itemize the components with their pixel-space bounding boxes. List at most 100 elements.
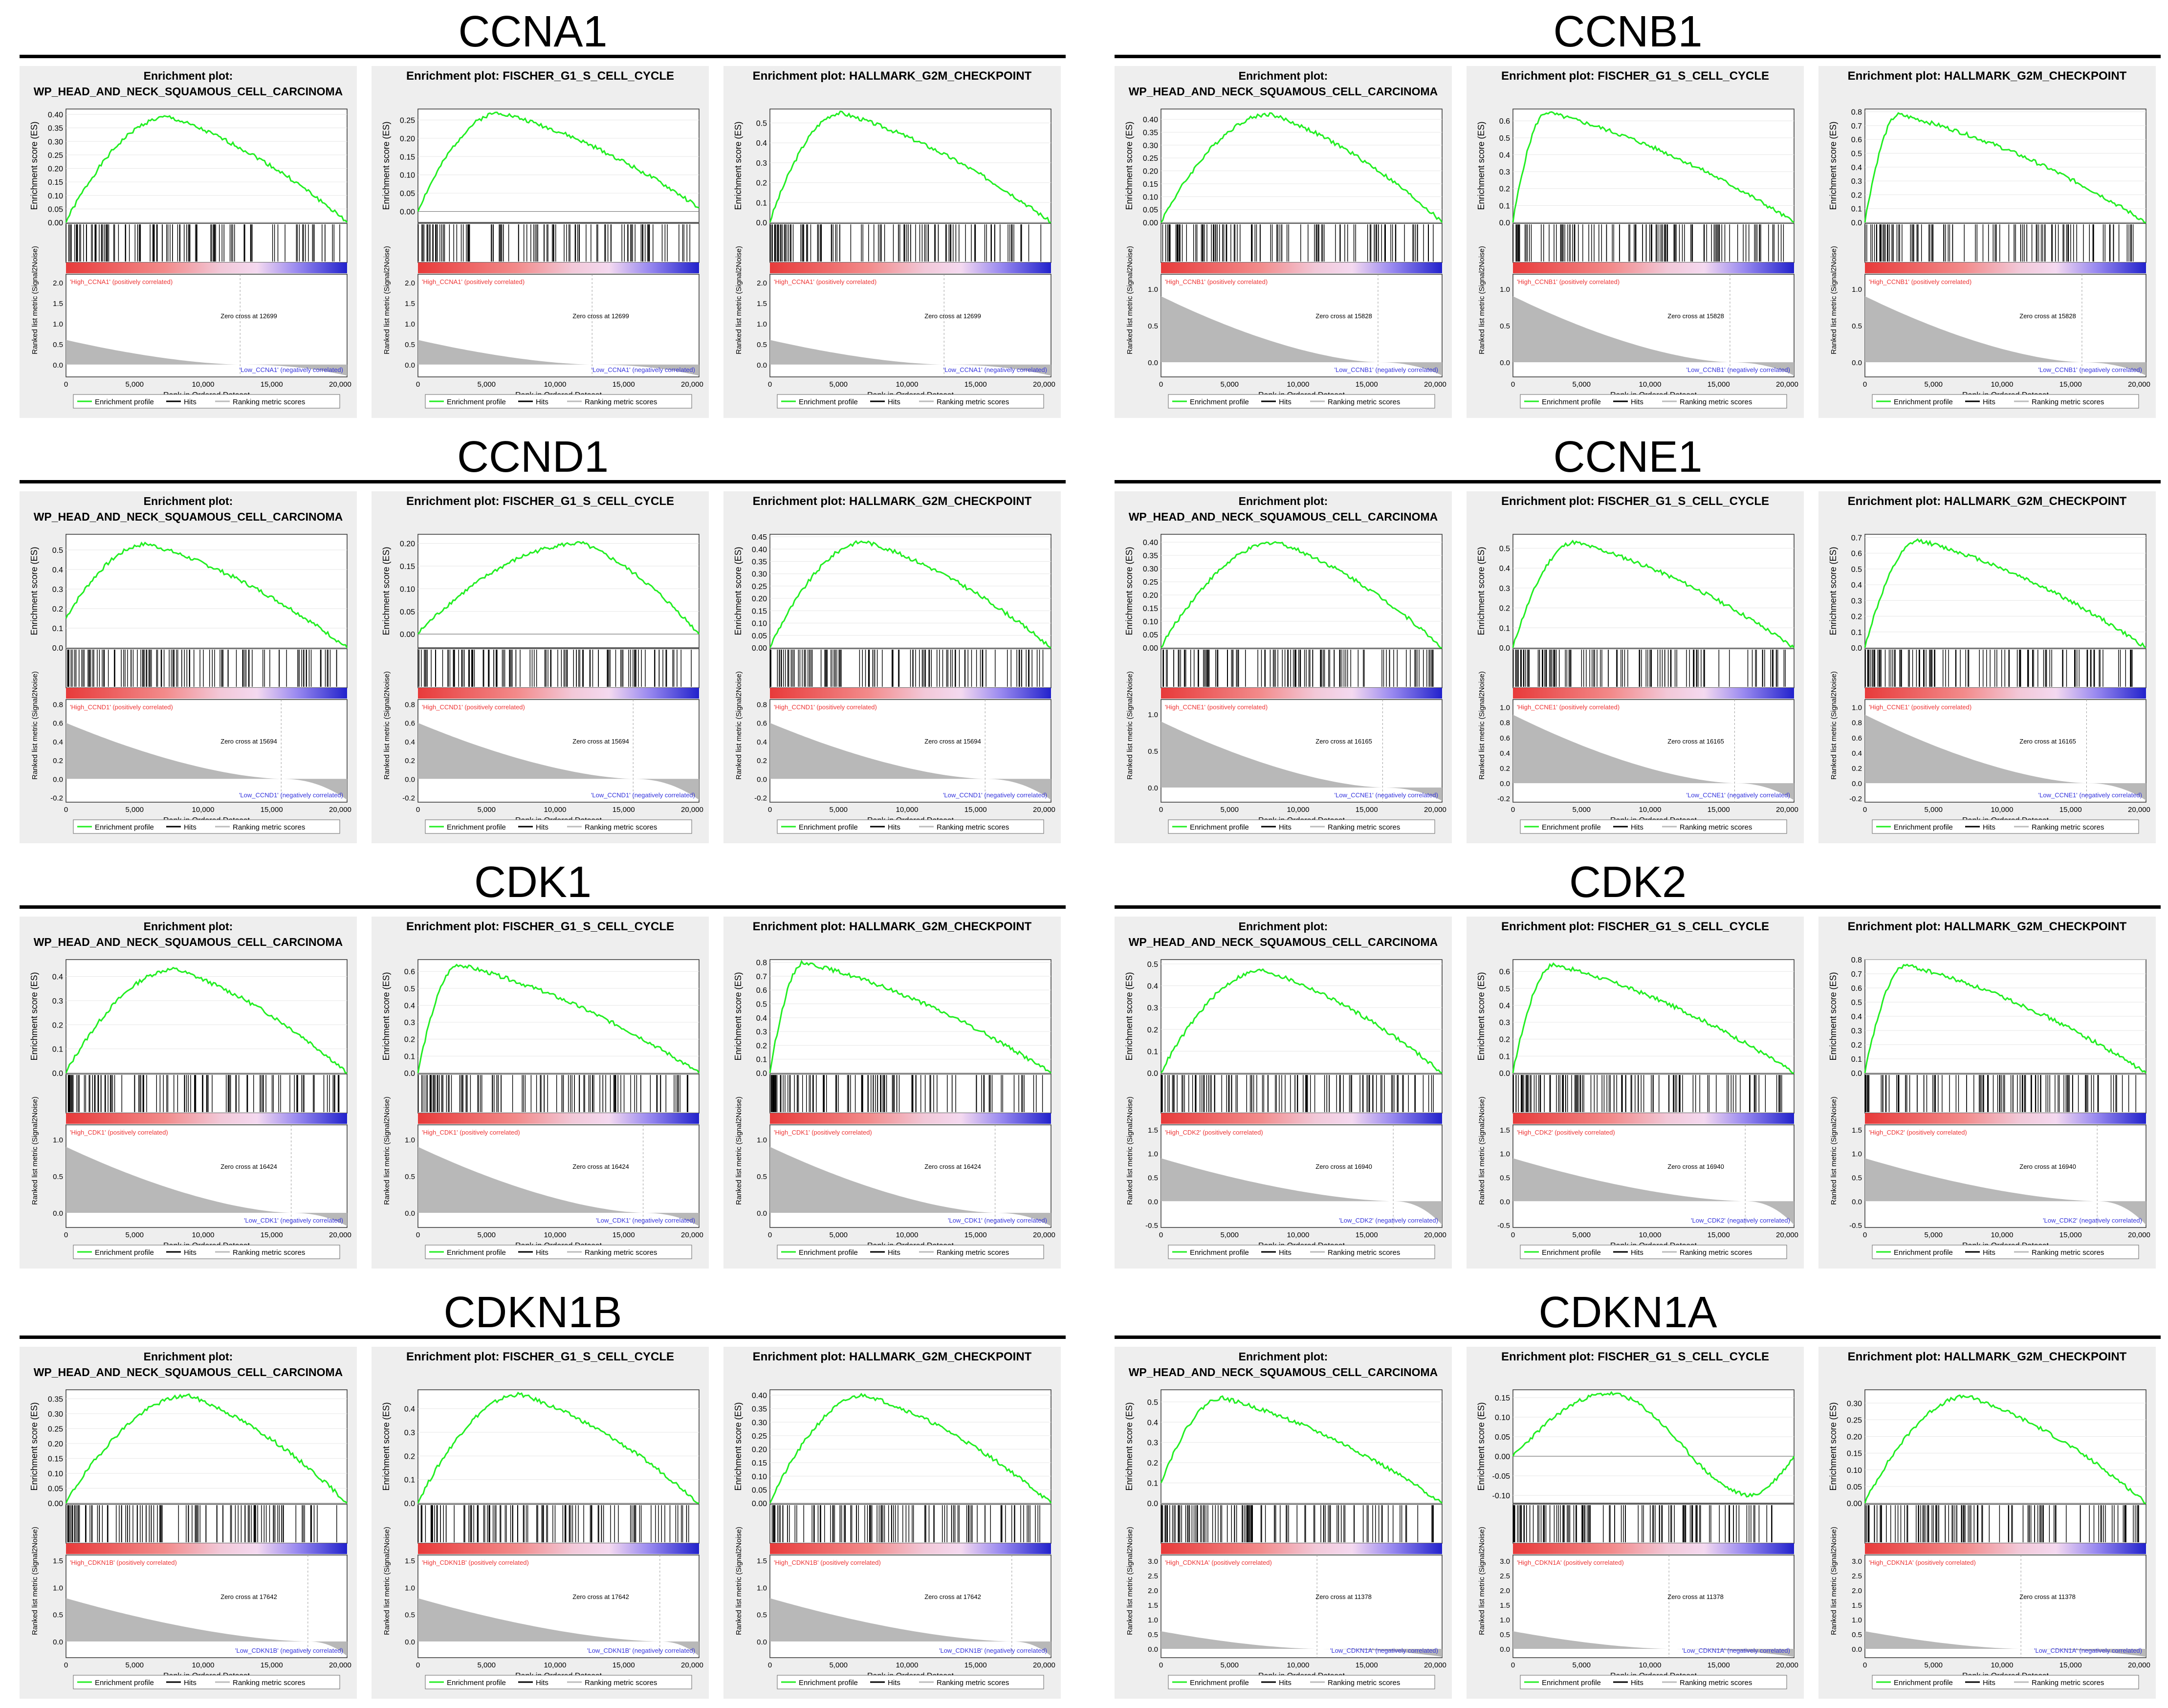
enrichment-profile-line: [1512, 962, 1794, 1074]
hits-group: [67, 650, 337, 687]
es-tick-label: 0.0: [1147, 1070, 1158, 1078]
correlation-color-bar: [66, 1113, 347, 1124]
metric-tick-label: 1.5: [757, 1557, 767, 1565]
high-phenotype-label: 'High_CCND1' (positively correlated): [774, 703, 877, 711]
plot-title: WP_HEAD_AND_NECK_SQUAMOUS_CELL_CARCINOMA: [1129, 85, 1438, 98]
metric-tick-label: 1.5: [405, 1557, 415, 1565]
es-tick-label: 0.3: [756, 1028, 767, 1036]
es-tick-label: 0.1: [1851, 629, 1862, 637]
es-tick-label: 0.00: [1143, 644, 1158, 653]
legend-label: Ranking metric scores: [585, 823, 657, 832]
legend-label: Ranking metric scores: [937, 398, 1009, 406]
high-phenotype-label: 'High_CCNE1' (positively correlated): [1165, 703, 1268, 711]
legend-label: Hits: [888, 1679, 900, 1687]
zero-cross-label: Zero cross at 17642: [572, 1593, 629, 1600]
es-tick-label: 0.25: [1143, 154, 1158, 163]
es-tick-label: 0.4: [1851, 164, 1862, 172]
zero-cross-label: Zero cross at 16940: [2019, 1163, 2076, 1170]
x-tick-label: 0: [64, 806, 68, 814]
zero-cross-label: Zero cross at 12699: [572, 312, 629, 320]
metric-tick-label: 1.0: [757, 1584, 767, 1592]
legend-label: Hits: [184, 398, 197, 406]
metric-axis-label: Ranked list metric (Signal2Noise): [1830, 246, 1838, 354]
x-tick-label: 5,000: [125, 806, 144, 814]
es-tick-label: 0.4: [52, 973, 63, 982]
hits-frame: [66, 223, 348, 263]
metric-tick-label: 0.0: [1500, 780, 1510, 788]
es-tick-label: 0.40: [1143, 539, 1158, 547]
hits-group: [1162, 650, 1434, 687]
es-axis-label: Enrichment score (ES): [1476, 1402, 1486, 1490]
es-tick-label: 0.00: [1143, 219, 1158, 227]
metric-tick-label: 2.0: [1852, 1587, 1862, 1595]
es-tick-label: 0.5: [1851, 566, 1862, 574]
es-axis-label: Enrichment score (ES): [1828, 972, 1838, 1060]
metric-plot-frame: [417, 1555, 700, 1658]
enrichment-plot: Enrichment plot: HALLMARK_G2M_CHECKPOINT…: [1818, 66, 2156, 418]
es-axis-label: Enrichment score (ES): [733, 547, 743, 635]
metric-tick-label: 0.5: [757, 1173, 767, 1181]
legend-box: [425, 1675, 692, 1689]
es-tick-label: 0.3: [1499, 168, 1510, 176]
es-tick-label: 0.4: [1851, 1013, 1862, 1021]
metric-tick-label: 1.5: [53, 300, 63, 308]
x-tick-label: 0: [768, 1231, 772, 1239]
es-tick-label: 0.5: [756, 1001, 767, 1009]
zero-cross-label: Zero cross at 11378: [2019, 1593, 2076, 1600]
es-tick-label: 0.3: [1851, 1027, 1862, 1035]
ranking-metric-area: [1513, 1631, 1794, 1657]
x-tick-label: 0: [1863, 380, 1867, 389]
x-tick-label: 10,000: [1639, 806, 1662, 814]
legend-label: Ranking metric scores: [1328, 398, 1400, 406]
es-tick-label: 0.1: [1851, 1055, 1862, 1064]
hits-group: [1513, 1505, 1773, 1542]
low-phenotype-label: 'Low_CCNA1' (negatively correlated): [943, 366, 1047, 373]
legend-label: Enrichment profile: [1542, 823, 1601, 832]
metric-axis-label: Ranked list metric (Signal2Noise): [1126, 1096, 1134, 1205]
legend-box: [425, 819, 692, 834]
legend-label: Enrichment profile: [799, 1248, 858, 1257]
metric-tick-label: 0.5: [1852, 322, 1862, 330]
low-phenotype-label: 'Low_CCNB1' (negatively correlated): [1686, 366, 1790, 373]
enrichment-plot: Enrichment plot: WP_HEAD_AND_NECK_SQUAMOU…: [20, 491, 357, 843]
es-tick-label: 0.4: [1147, 983, 1158, 991]
es-tick-label: 0.10: [400, 172, 415, 180]
x-tick-label: 15,000: [261, 806, 283, 814]
metric-tick-label: 2.0: [757, 279, 767, 287]
metric-tick-label: 0.5: [1500, 322, 1510, 330]
zero-cross-label: Zero cross at 16165: [1667, 738, 1724, 745]
es-plot-frame: [66, 1389, 348, 1504]
high-phenotype-label: 'High_CCND1' (positively correlated): [70, 703, 173, 711]
enrichment-plot: Enrichment plot: FISCHER_G1_S_CELL_CYCLE…: [1467, 491, 1804, 843]
metric-tick-label: 0.0: [1148, 1645, 1158, 1654]
x-tick-label: 0: [768, 380, 772, 389]
hits-frame: [1512, 223, 1795, 263]
ranking-metric-area: [1513, 715, 1794, 801]
es-axis-label: Enrichment score (ES): [381, 1402, 391, 1490]
correlation-color-bar: [770, 1113, 1051, 1124]
es-tick-label: 0.3: [1851, 177, 1862, 186]
zero-cross-label: Zero cross at 16940: [1667, 1163, 1724, 1170]
x-tick-label: 20,000: [2128, 806, 2150, 814]
legend-label: Enrichment profile: [95, 1679, 154, 1687]
x-tick-label: 20,000: [1424, 1231, 1446, 1239]
es-tick-label: 0.20: [1143, 591, 1158, 600]
legend-box: [1168, 1245, 1435, 1259]
plot-title: Enrichment plot: HALLMARK_G2M_CHECKPOINT: [753, 1350, 1032, 1363]
legend-label: Hits: [536, 1679, 548, 1687]
es-tick-label: 0.8: [1851, 956, 1862, 964]
metric-tick-label: 0.8: [1500, 719, 1510, 727]
hits-frame: [1864, 223, 2146, 263]
metric-axis-label: Ranked list metric (Signal2Noise): [1478, 1527, 1486, 1635]
metric-tick-label: -0.5: [1145, 1222, 1158, 1230]
x-tick-label: 0: [1159, 380, 1163, 389]
high-phenotype-label: 'High_CCNB1' (positively correlated): [1517, 278, 1620, 285]
es-tick-label: -0.05: [1492, 1472, 1511, 1481]
x-tick-label: 10,000: [192, 806, 215, 814]
hits-group: [769, 224, 1041, 262]
legend-label: Enrichment profile: [1542, 398, 1601, 406]
correlation-color-bar: [1161, 688, 1442, 699]
es-tick-label: 0.6: [1499, 117, 1510, 126]
gene-title-rule: [20, 1336, 1066, 1339]
es-tick-label: 0.15: [752, 1459, 767, 1467]
